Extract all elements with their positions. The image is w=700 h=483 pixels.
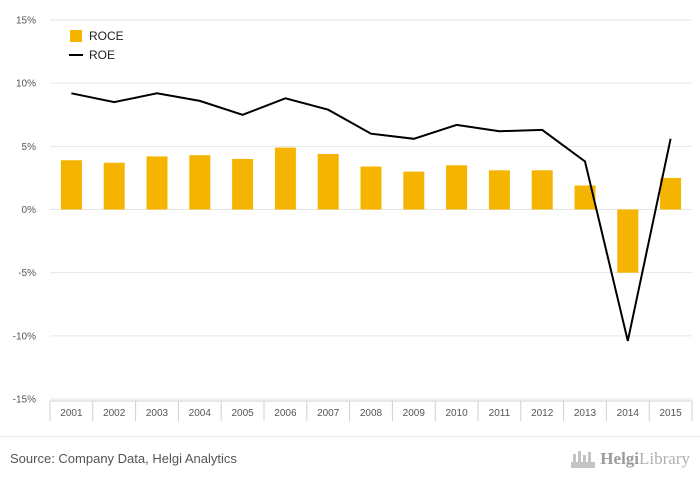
bar-roce-2011 [488, 170, 510, 210]
bar-roce-2013 [574, 185, 596, 210]
y-tick-label: -15% [13, 395, 36, 406]
x-tick-label: 2003 [146, 408, 169, 419]
bar-roce-2009 [403, 171, 425, 210]
y-tick-label: 0% [22, 205, 37, 216]
bar-roce-2007 [317, 153, 339, 210]
y-tick-label: 10% [16, 79, 36, 90]
x-tick-label: 2008 [360, 408, 383, 419]
x-tick-label: 2013 [574, 408, 597, 419]
y-tick-label: -5% [18, 268, 36, 279]
x-tick-label: 2007 [317, 408, 340, 419]
library-icon [571, 451, 596, 468]
bar-roce-2004 [189, 155, 211, 210]
legend: ROCE ROE [69, 29, 124, 62]
bar-roce-2003 [146, 156, 168, 210]
bar-roce-2002 [103, 162, 125, 210]
bar-roce-2001 [60, 160, 82, 210]
legend-roe-label: ROE [89, 48, 115, 62]
chart: 15%10%5%0%-5%-10%-15% 2001 2002 2003 2004 20… [13, 16, 693, 421]
x-tick-label: 2011 [489, 408, 511, 419]
footer: Source: Company Data, Helgi Analytics He… [0, 436, 700, 483]
x-axis: 2001 2002 2003 2004 2005 2006 2007 2008 2009 2010… [49, 400, 693, 421]
bar-roce-2008 [360, 166, 382, 210]
logo-main: Helgi [600, 449, 640, 468]
y-tick-label: -10% [13, 331, 36, 342]
x-tick-label: 2006 [274, 408, 297, 419]
x-tick-label: 2004 [189, 408, 212, 419]
x-tick-label: 2015 [659, 408, 682, 419]
legend-roce-label: ROCE [89, 29, 124, 43]
bar-roce-2006 [274, 147, 296, 210]
roe-line [71, 92, 672, 342]
y-tick-label: 5% [22, 142, 37, 153]
logo-wordmark: HelgiLibrary [600, 449, 690, 469]
y-tick-label: 15% [16, 16, 36, 27]
roce-bars [60, 147, 682, 273]
y-axis-ticks: 15% 10% 5% 0% -5% -10% -15% [13, 16, 36, 406]
x-tick-label: 2012 [531, 408, 554, 419]
bar-roce-2010 [446, 165, 468, 210]
bar-roce-2012 [531, 170, 553, 210]
bar-roce-2015 [660, 177, 682, 210]
x-tick-label: 2014 [617, 408, 640, 419]
x-tick-label: 2009 [403, 408, 426, 419]
legend-roce-swatch [70, 30, 82, 42]
bar-roce-2005 [232, 158, 254, 210]
logo-suffix: Library [639, 449, 690, 468]
x-tick-label: 2002 [103, 408, 126, 419]
x-tick-label: 2005 [231, 408, 254, 419]
helgi-library-logo: HelgiLibrary [570, 447, 690, 471]
source-note: Source: Company Data, Helgi Analytics [10, 451, 237, 466]
x-tick-label: 2010 [445, 408, 468, 419]
bar-roce-2014 [617, 209, 639, 273]
x-tick-label: 2001 [60, 408, 83, 419]
